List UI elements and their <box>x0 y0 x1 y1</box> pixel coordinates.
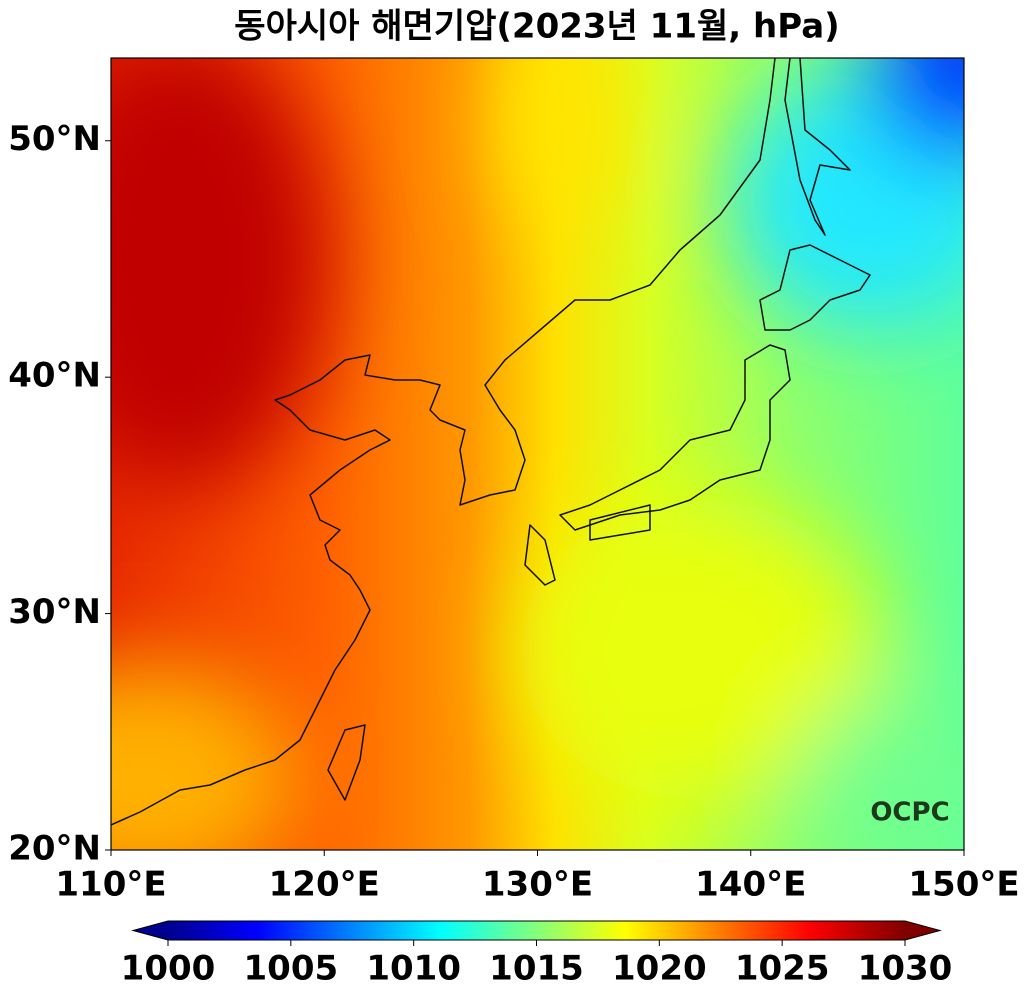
colorbar-tick-label: 1025 <box>735 949 830 989</box>
colorbar-extend-low <box>133 921 168 940</box>
map-title: 동아시아 해면기압(2023년 11월, hPa) <box>234 7 839 47</box>
y-tick-label: 20°N <box>8 829 101 869</box>
colorbar <box>168 921 905 940</box>
x-tick-label: 110°E <box>55 865 166 905</box>
x-tick-label: 150°E <box>908 865 1019 905</box>
x-tick-label: 120°E <box>269 865 380 905</box>
colorbar-tick-label: 1015 <box>489 949 584 989</box>
colorbar-tick-label: 1000 <box>121 949 216 989</box>
y-tick-label: 50°N <box>8 119 101 159</box>
colorbar-extend-high <box>905 921 940 940</box>
logo: OCPC <box>870 798 949 828</box>
colorbar-tick-label: 1030 <box>858 949 953 989</box>
x-tick-label: 140°E <box>695 865 806 905</box>
colorbar-tick-label: 1010 <box>366 949 461 989</box>
colorbar-tick-label: 1020 <box>612 949 707 989</box>
pressure-field <box>111 58 964 850</box>
y-tick-label: 30°N <box>8 592 101 632</box>
y-tick-label: 40°N <box>8 356 101 396</box>
x-tick-label: 130°E <box>482 865 593 905</box>
colorbar-tick-label: 1005 <box>244 949 339 989</box>
